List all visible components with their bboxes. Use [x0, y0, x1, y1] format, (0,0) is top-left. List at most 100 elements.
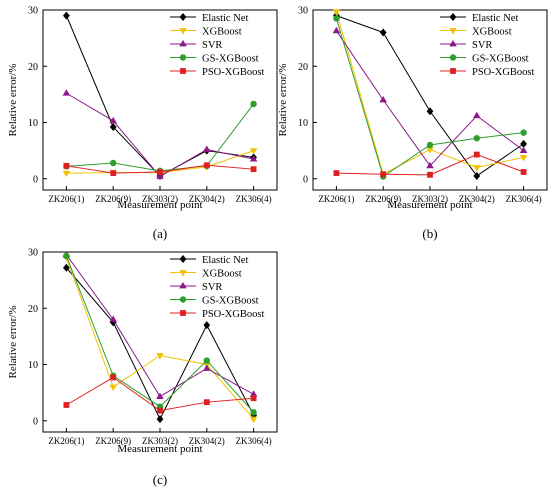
- legend-marker: [449, 40, 457, 47]
- legend-label: Elastic Net: [202, 255, 248, 266]
- series-elastic-net: [333, 11, 527, 180]
- data-point: [379, 96, 387, 103]
- legend: Elastic Net XGBoost SVR GS-XGBoost PSO-XGBoo…: [440, 13, 535, 78]
- data-point: [156, 415, 164, 424]
- data-point: [109, 315, 117, 322]
- data-point: [249, 155, 258, 162]
- x-axis-label: Measurement point: [117, 199, 202, 211]
- data-point: [520, 169, 527, 175]
- series-gs-xgboost: [333, 15, 527, 180]
- legend-label: SVR: [202, 40, 222, 51]
- legend-marker: [180, 68, 186, 74]
- data-point: [473, 165, 481, 172]
- y-tick-label: 30: [28, 248, 38, 259]
- legend-label: PSO-XGBoost: [202, 67, 265, 78]
- data-point: [427, 171, 433, 178]
- data-point: [110, 170, 117, 177]
- series-elastic-net: [63, 263, 257, 424]
- data-point: [63, 263, 70, 272]
- x-tick-label: ZK304(2): [189, 194, 225, 204]
- legend-marker: [179, 270, 187, 277]
- data-point: [63, 11, 70, 20]
- legend-label: XGBoost: [202, 268, 242, 279]
- chart-panel-3: 0 10 20 30 ZK206(1) ZK206(9) ZK303(2) ZK304(2) Z…: [7, 248, 278, 487]
- data-point: [63, 252, 70, 260]
- x-tick-label: ZK304(2): [459, 194, 495, 204]
- legend-marker: [449, 28, 457, 35]
- series-svr: [62, 89, 258, 179]
- x-tick-label: ZK306(4): [236, 436, 272, 446]
- data-point: [250, 100, 257, 108]
- y-tick-label: 20: [28, 304, 38, 315]
- panel-label: (b): [422, 226, 437, 241]
- y-axis-label: Relative error/%: [277, 64, 289, 137]
- x-tick-label: ZK206(9): [95, 194, 131, 204]
- y-tick-label: 0: [33, 416, 38, 427]
- y-axis-label: Relative error/%: [7, 306, 19, 379]
- data-point: [519, 154, 528, 162]
- panel-label: (a): [153, 226, 167, 241]
- data-point: [249, 148, 258, 155]
- x-tick-label: ZK206(9): [95, 436, 131, 446]
- x-tick-label: ZK206(1): [48, 194, 84, 204]
- data-point: [473, 111, 481, 119]
- data-point: [333, 15, 340, 22]
- y-tick-label: 0: [303, 174, 308, 185]
- legend-marker: [180, 310, 186, 316]
- data-point: [110, 159, 117, 167]
- y-tick-label: 20: [28, 62, 38, 73]
- x-tick-label: ZK206(1): [48, 436, 84, 446]
- legend-label: GS-XGBoost: [202, 53, 259, 64]
- data-point: [62, 170, 71, 178]
- legend-label: XGBoost: [202, 26, 242, 37]
- legend-label: XGBoost: [472, 26, 512, 37]
- data-point: [332, 26, 341, 34]
- data-point: [520, 139, 527, 148]
- data-point: [63, 402, 70, 408]
- data-point: [473, 171, 481, 180]
- y-tick-label: 20: [298, 62, 308, 73]
- data-point: [379, 28, 387, 37]
- data-point: [520, 129, 527, 136]
- y-tick-label: 30: [28, 6, 38, 17]
- series-line: [65, 15, 254, 177]
- data-point: [109, 384, 117, 391]
- data-point: [426, 107, 434, 116]
- data-point: [109, 123, 117, 131]
- legend: Elastic Net XGBoost SVR GS-XGBoost PSO-XGBoo…: [170, 13, 265, 78]
- legend-marker: [179, 282, 187, 289]
- data-point: [203, 162, 210, 169]
- data-point: [249, 390, 258, 397]
- legend-label: SVR: [202, 282, 222, 293]
- x-axis-label: Measurement point: [117, 443, 202, 455]
- data-point: [426, 141, 434, 149]
- legend-marker: [179, 255, 187, 263]
- series-svr: [332, 26, 528, 169]
- data-point: [203, 399, 210, 406]
- panel-label: (c): [153, 472, 167, 487]
- legend-marker: [179, 296, 187, 303]
- data-point: [156, 392, 164, 399]
- legend-marker: [450, 68, 456, 74]
- series-pso-xgboost: [63, 162, 257, 177]
- y-tick-label: 30: [298, 6, 308, 17]
- y-tick-label: 0: [33, 174, 38, 185]
- data-point: [203, 321, 211, 330]
- legend-marker: [179, 13, 187, 21]
- data-point: [110, 374, 117, 381]
- data-point: [203, 364, 211, 371]
- legend-marker: [179, 28, 187, 35]
- data-point: [250, 409, 257, 416]
- legend-label: PSO-XGBoost: [202, 309, 265, 320]
- data-point: [157, 169, 163, 175]
- series-gs-xgboost: [63, 100, 257, 175]
- x-tick-label: ZK303(2): [142, 436, 178, 446]
- legend-marker: [449, 13, 457, 21]
- data-point: [333, 170, 340, 177]
- data-point: [250, 395, 257, 402]
- data-point: [156, 172, 164, 179]
- chart-panel-1: 0 10 20 30 ZK206(1) ZK206(9) ZK303(2) ZK304(2) Z…: [7, 6, 278, 241]
- legend-marker: [179, 54, 187, 61]
- data-point: [519, 146, 528, 154]
